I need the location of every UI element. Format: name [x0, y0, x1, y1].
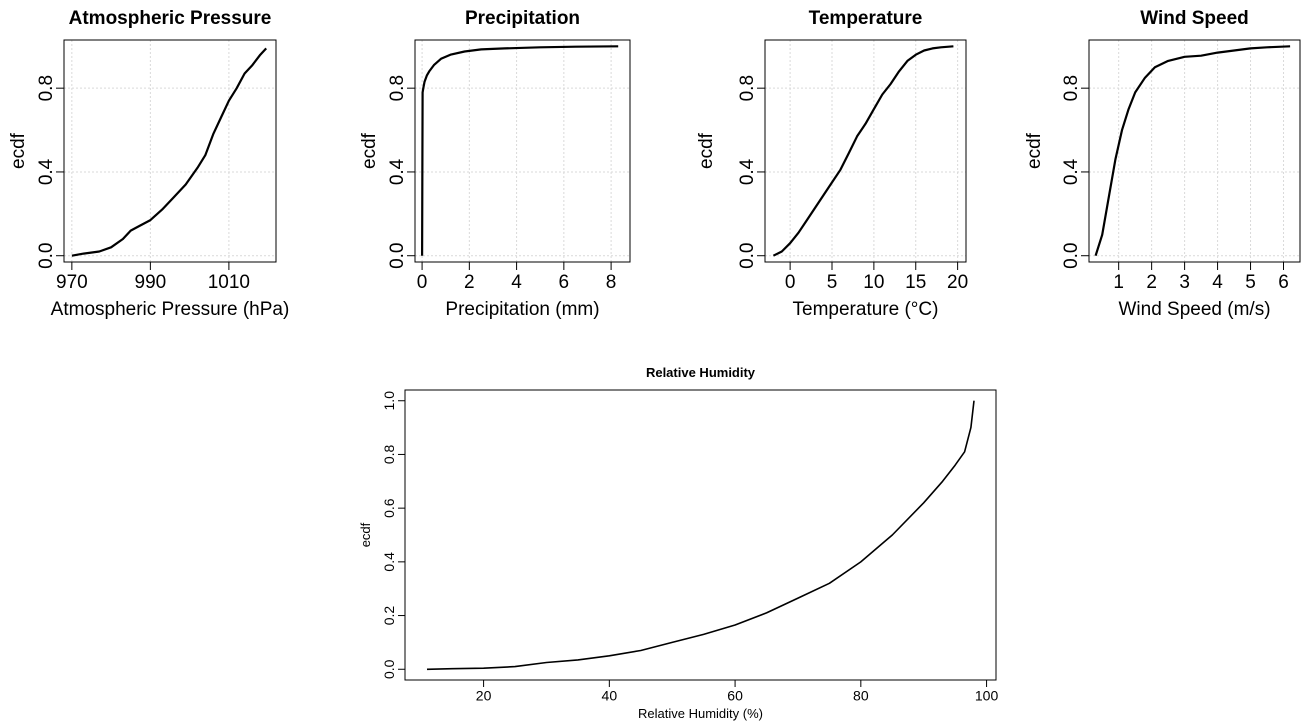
y-axis-label: ecdf — [1024, 132, 1045, 169]
y-tick-label: 0.8 — [381, 445, 397, 465]
plot-frame — [764, 39, 967, 263]
x-tick-label: 2 — [1146, 272, 1157, 293]
chart-panel: 1 2 3 4 5 6 0.0 0.4 0.8 Wind Speed Wind Speed (m/s… — [1024, 8, 1301, 320]
y-tick-label: 0.8 — [1061, 75, 1082, 101]
y-tick-label: 0.4 — [387, 158, 408, 185]
chart-panel: 0 5 10 15 20 0.0 0.4 0.8 Temperature Temperature … — [696, 8, 968, 320]
x-tick-label: 6 — [1278, 272, 1289, 293]
y-axis-label: ecdf — [359, 132, 380, 169]
y-axis-label: ecdf — [8, 132, 29, 169]
y-axis-label: ecdf — [696, 132, 717, 169]
y-tick-label: 0.0 — [1061, 243, 1082, 269]
x-tick-label: 20 — [476, 687, 492, 703]
chart-panel: 0 2 4 6 8 0.0 0.4 0.8 Precipitation Precipitation… — [359, 8, 631, 320]
x-tick-label: 40 — [602, 687, 618, 703]
x-axis-label: Relative Humidity (%) — [638, 706, 763, 721]
plot-frame — [414, 39, 631, 263]
x-tick-label: 8 — [606, 272, 617, 293]
y-tick-label: 0.0 — [36, 243, 57, 269]
x-tick-label: 1010 — [208, 272, 250, 293]
chart-title: Atmospheric Pressure — [69, 8, 272, 29]
x-tick-label: 10 — [863, 272, 884, 293]
plot-frame — [1088, 39, 1301, 263]
x-tick-label: 970 — [56, 272, 88, 293]
x-tick-label: 4 — [511, 272, 522, 293]
y-tick-label: 0.0 — [381, 659, 397, 679]
plot-frame — [63, 39, 277, 263]
x-axis-label: Temperature (°C) — [793, 299, 939, 320]
x-axis-label: Atmospheric Pressure (hPa) — [51, 299, 290, 320]
x-tick-label: 5 — [1245, 272, 1256, 293]
y-tick-label: 0.6 — [381, 498, 397, 518]
y-tick-label: 0.0 — [737, 243, 758, 269]
ecdf-line — [772, 45, 954, 257]
chart-title: Precipitation — [465, 8, 580, 29]
x-tick-label: 5 — [827, 272, 838, 293]
x-tick-label: 4 — [1212, 272, 1223, 293]
chart-title: Wind Speed — [1140, 8, 1249, 29]
y-tick-label: 1.0 — [381, 391, 397, 411]
ecdf-line — [421, 45, 619, 256]
x-tick-label: 20 — [947, 272, 968, 293]
x-tick-label: 3 — [1179, 272, 1190, 293]
x-axis-label: Precipitation (mm) — [445, 299, 599, 320]
x-tick-label: 100 — [975, 687, 999, 703]
x-tick-label: 60 — [727, 687, 743, 703]
x-tick-label: 1 — [1113, 272, 1124, 293]
x-tick-label: 990 — [135, 272, 167, 293]
chart-title: Temperature — [809, 8, 923, 29]
x-tick-label: 15 — [905, 272, 926, 293]
chart-panel: 20 40 60 80 100 0.0 0.2 0.4 0.6 0.8 1.0 Relative Hu… — [358, 365, 998, 721]
x-tick-label: 0 — [417, 272, 428, 293]
x-tick-label: 0 — [785, 272, 796, 293]
y-tick-label: 0.2 — [381, 606, 397, 626]
y-tick-label: 0.4 — [1061, 158, 1082, 185]
y-tick-label: 0.4 — [737, 158, 758, 185]
y-tick-label: 0.4 — [36, 158, 57, 185]
plot-frame — [404, 389, 997, 681]
y-tick-label: 0.8 — [387, 75, 408, 101]
x-tick-label: 80 — [853, 687, 869, 703]
ecdf-line — [71, 47, 268, 257]
ecdf-line — [1094, 45, 1291, 257]
ecdf-line — [426, 400, 975, 671]
x-axis-label: Wind Speed (m/s) — [1118, 299, 1270, 320]
chart-panel: 970 990 1010 0.0 0.4 0.8 Atmospheric Pressure A… — [8, 8, 289, 320]
chart-title: Relative Humidity — [646, 365, 756, 380]
x-tick-label: 6 — [559, 272, 570, 293]
x-tick-label: 2 — [464, 272, 475, 293]
y-tick-label: 0.4 — [381, 552, 397, 572]
y-tick-label: 0.8 — [36, 75, 57, 101]
y-axis-label: ecdf — [358, 522, 373, 547]
y-tick-label: 0.0 — [387, 243, 408, 269]
y-tick-label: 0.8 — [737, 75, 758, 101]
